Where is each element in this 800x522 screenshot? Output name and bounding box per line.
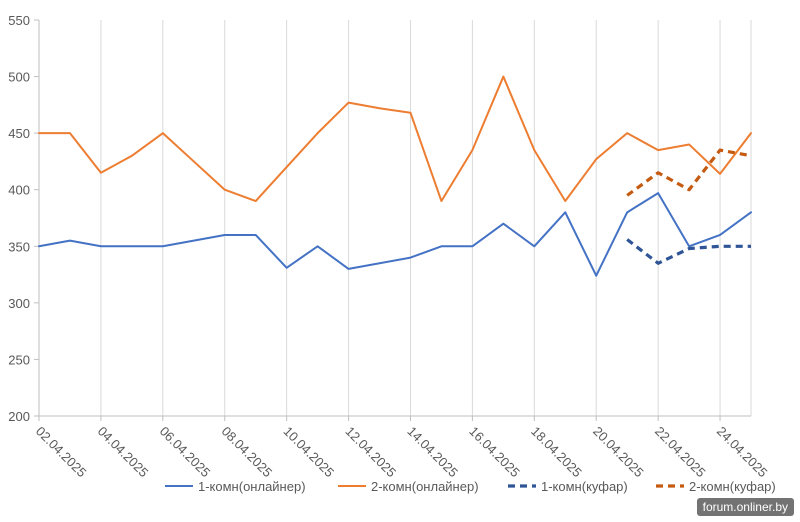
x-tick-label: 10.04.2025 [281, 424, 338, 481]
y-tick-label: 550 [8, 13, 30, 28]
legend-label: 2-комн(онлайнер) [371, 479, 479, 494]
series-line-3 [626, 238, 751, 265]
x-tick-label: 18.04.2025 [528, 424, 585, 481]
legend-label: 2-комн(куфар) [689, 479, 776, 494]
legend: 1-комн(онлайнер) 2-комн(онлайнер) 1-комн(к… [165, 479, 776, 494]
y-tick-label: 250 [8, 352, 30, 367]
legend-label: 1-комн(онлайнер) [198, 479, 306, 494]
series [38, 75, 752, 277]
x-tick-label: 06.04.2025 [157, 424, 214, 481]
x-tick-label: 02.04.2025 [33, 424, 90, 481]
y-axis: 200 250 300 350 400 450 500 550 [8, 13, 40, 424]
grid [38, 20, 752, 416]
x-tick-label: 14.04.2025 [404, 424, 461, 481]
x-tick-label: 12.04.2025 [342, 424, 399, 481]
x-tick-label: 24.04.2025 [714, 424, 771, 481]
series-line-4 [626, 148, 752, 197]
x-axis: 02.04.2025 04.04.2025 06.04.2025 08.04.2025… [33, 415, 771, 481]
y-tick-label: 500 [8, 70, 30, 85]
y-tick-label: 200 [8, 409, 30, 424]
y-tick-label: 350 [8, 239, 30, 254]
y-tick-label: 300 [8, 296, 30, 311]
x-tick-label: 16.04.2025 [466, 424, 523, 481]
x-tick-label: 04.04.2025 [95, 424, 152, 481]
y-tick-label: 400 [8, 183, 30, 198]
x-tick-label: 08.04.2025 [219, 424, 276, 481]
series-line-1 [38, 192, 752, 277]
x-tick-label: 22.04.2025 [652, 424, 709, 481]
y-tick-label: 450 [8, 126, 30, 141]
legend-label: 1-комн(куфар) [541, 479, 628, 494]
x-tick-label: 20.04.2025 [590, 424, 647, 481]
series-line-2 [38, 75, 752, 203]
watermark: forum.onliner.by [696, 498, 794, 516]
